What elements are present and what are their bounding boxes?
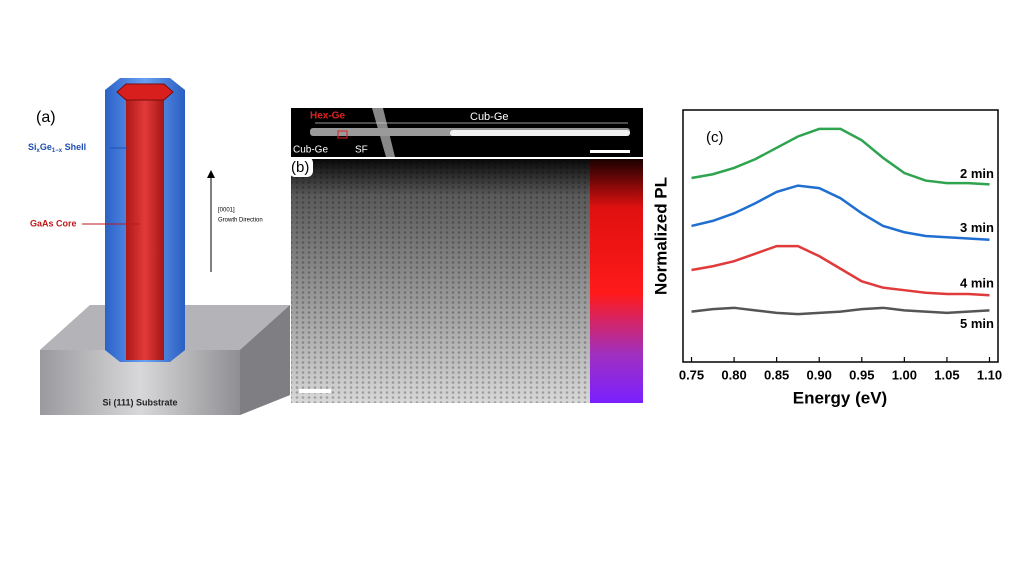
plot-frame xyxy=(682,109,999,363)
core xyxy=(126,98,164,360)
label-badge xyxy=(289,157,313,177)
x-tick-label: 1.05 xyxy=(934,367,959,382)
core-label: GaAs Core xyxy=(30,218,77,228)
core-top xyxy=(116,83,174,101)
x-tick-label: 0.95 xyxy=(849,367,874,382)
substrate-label: Si (111) Substrate xyxy=(102,397,177,407)
x-tick-label: 0.75 xyxy=(679,367,704,382)
panel-c: (c) Energy (eV) Normalized PL 0.75 0.80 0.… xyxy=(651,109,1002,407)
lattice xyxy=(291,159,590,403)
panel-label: (a) xyxy=(36,109,56,126)
x-tick-label: 1.00 xyxy=(892,367,917,382)
y-axis-label: Normalized PL xyxy=(651,177,670,295)
eds-map xyxy=(590,159,643,403)
series-line xyxy=(691,306,990,316)
x-tick-label: 0.80 xyxy=(721,367,746,382)
hex-label: Hex-Ge xyxy=(310,111,345,122)
series-line xyxy=(691,244,990,297)
panel-label: (b) xyxy=(291,159,309,176)
x-tick-label: 0.85 xyxy=(764,367,789,382)
series-label: 2 min xyxy=(960,166,994,181)
panel-a: (a) SixGe1−x Shell GaAs Core [0001] Grow… xyxy=(28,78,290,415)
panel-label: (c) xyxy=(706,129,724,146)
series-line xyxy=(691,184,990,242)
substrate-side xyxy=(240,305,290,415)
x-axis-label: Energy (eV) xyxy=(793,388,887,407)
panel-b: Hex-Ge Cub-Ge Cub-Ge SF (b) xyxy=(289,108,643,403)
scale-bar xyxy=(590,150,630,153)
cub-top-label: Cub-Ge xyxy=(470,111,509,123)
x-tick-label: 1.10 xyxy=(977,367,1002,382)
shell-label: SixGe1−x Shell xyxy=(28,142,86,153)
direction-caption: Growth Direction xyxy=(218,218,263,224)
series-label: 3 min xyxy=(960,220,994,235)
series-label: 4 min xyxy=(960,276,994,291)
series-line xyxy=(691,127,990,186)
scale-bar xyxy=(299,389,331,393)
roi-box xyxy=(337,130,348,139)
direction-label: [0001] xyxy=(218,208,235,214)
sf-label: SF xyxy=(355,145,368,156)
wire-bright xyxy=(450,130,630,136)
series-label: 5 min xyxy=(960,316,994,331)
x-tick-label: 0.90 xyxy=(807,367,832,382)
arrow-head xyxy=(207,170,215,178)
cub-bottom-label: Cub-Ge xyxy=(293,145,328,156)
